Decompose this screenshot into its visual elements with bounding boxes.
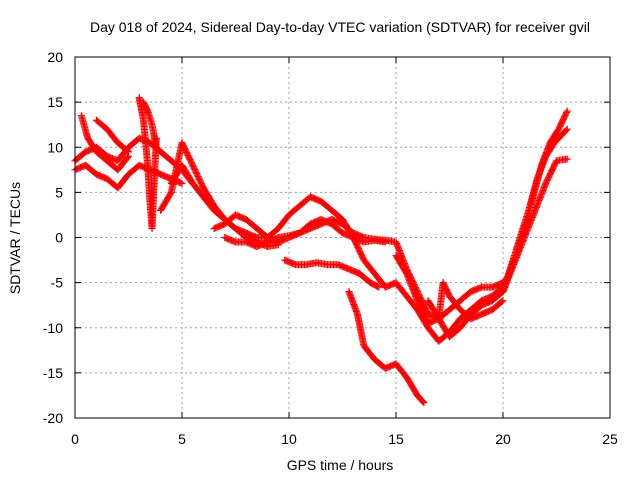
axis-ticks: 0 5 10 15 20 25 -20 -15 -10 -5 0 5 10 15 20 — [43, 49, 618, 447]
y-tick-label: -20 — [43, 410, 63, 426]
data-series — [92, 116, 132, 156]
data-series — [71, 161, 186, 192]
data-point — [374, 282, 382, 290]
data-points — [71, 94, 571, 407]
x-tick-label: 20 — [495, 431, 511, 447]
plot-frame — [74, 56, 611, 419]
y-tick-label: 10 — [47, 139, 63, 155]
data-series — [139, 98, 160, 151]
chart-title: Day 018 of 2024, Sidereal Day-to-day VTE… — [90, 19, 590, 35]
data-series — [221, 215, 389, 251]
data-point — [562, 126, 570, 134]
y-tick-label: -15 — [43, 365, 63, 381]
x-tick-label: 15 — [388, 431, 404, 447]
grid — [75, 57, 610, 418]
data-point — [563, 109, 571, 117]
y-tick-label: 20 — [47, 49, 63, 65]
y-tick-label: 0 — [55, 230, 63, 246]
data-series — [499, 125, 571, 296]
x-tick-label: 25 — [602, 431, 618, 447]
data-series — [345, 288, 428, 407]
data-point — [178, 179, 186, 187]
data-point — [375, 283, 383, 291]
data-point — [563, 107, 571, 115]
data-point — [499, 297, 507, 305]
data-series — [135, 94, 160, 232]
data-series — [210, 211, 507, 323]
data-point — [563, 155, 571, 163]
x-tick-label: 10 — [281, 431, 297, 447]
data-point — [125, 148, 132, 156]
data-point — [124, 154, 132, 162]
y-axis-label: SDTVAR / TECUs — [7, 182, 23, 294]
x-tick-label: 0 — [71, 431, 79, 447]
data-series — [77, 112, 132, 174]
y-tick-label: 15 — [47, 94, 63, 110]
data-point — [420, 399, 428, 407]
data-series — [424, 297, 496, 341]
x-tick-label: 5 — [178, 431, 186, 447]
x-axis-label: GPS time / hours — [287, 457, 394, 473]
y-tick-label: -5 — [51, 275, 64, 291]
data-series — [281, 256, 383, 291]
data-point — [498, 298, 506, 306]
y-tick-label: -10 — [43, 320, 63, 336]
data-point — [563, 125, 571, 133]
data-point — [381, 238, 389, 246]
data-point — [419, 398, 427, 406]
data-point — [123, 147, 131, 155]
data-series — [167, 161, 507, 345]
y-tick-label: 5 — [55, 184, 63, 200]
data-point — [152, 143, 160, 151]
